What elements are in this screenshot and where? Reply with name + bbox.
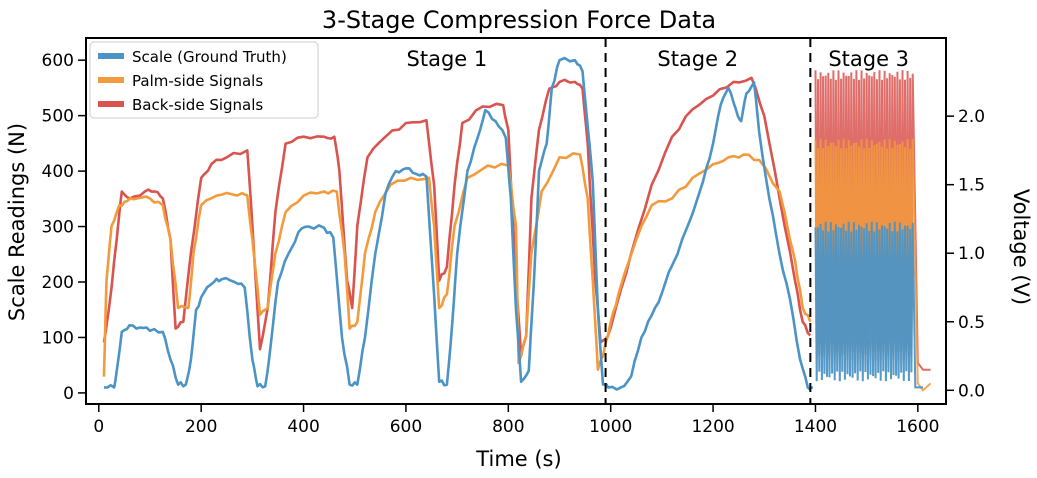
legend: Scale (Ground Truth) Palm-side Signals B… bbox=[89, 41, 319, 119]
y-tick-label: 100 bbox=[42, 328, 74, 348]
y-tick-label: 500 bbox=[42, 107, 74, 127]
x-tick-label: 400 bbox=[287, 417, 319, 437]
legend-box bbox=[89, 41, 319, 119]
x-tick-label: 800 bbox=[492, 417, 524, 437]
legend-label-scale: Scale (Ground Truth) bbox=[132, 48, 287, 66]
x-tick-label: 0 bbox=[93, 417, 104, 437]
plot-area bbox=[102, 56, 932, 392]
x-axis-label: Time (s) bbox=[475, 447, 561, 471]
x-tick-label: 600 bbox=[390, 417, 422, 437]
y2-tick-label: 0.0 bbox=[958, 381, 985, 401]
y2-tick-label: 2.0 bbox=[958, 107, 985, 127]
y2-axis-label: Voltage (V) bbox=[1009, 189, 1033, 305]
series-stage3-line-0 bbox=[814, 221, 923, 389]
y-axis-label: Scale Readings (N) bbox=[5, 123, 29, 321]
chart-title: 3-Stage Compression Force Data bbox=[322, 6, 716, 34]
series-line-0 bbox=[103, 56, 814, 391]
y-tick-label: 600 bbox=[42, 51, 74, 71]
y2-tick-label: 1.5 bbox=[958, 176, 985, 196]
y2-tick-label: 1.0 bbox=[958, 244, 985, 264]
y-tick-label: 200 bbox=[42, 273, 74, 293]
stage-label-2: Stage 2 bbox=[657, 47, 738, 71]
series-line-1 bbox=[102, 152, 812, 377]
plot-frame bbox=[85, 37, 947, 405]
x-tick-label: 1000 bbox=[589, 417, 632, 437]
stage-dividers bbox=[604, 38, 812, 404]
y-tick-label: 300 bbox=[42, 218, 74, 238]
x-tick-label: 1600 bbox=[896, 417, 939, 437]
stage-label-1: Stage 1 bbox=[407, 47, 488, 71]
y2-tick-label: 0.5 bbox=[958, 313, 985, 333]
stage-label-3: Stage 3 bbox=[828, 47, 909, 71]
y-tick-label: 0 bbox=[63, 384, 74, 404]
stage-labels: Stage 1 Stage 2 Stage 3 bbox=[407, 47, 910, 71]
y-tick-label: 400 bbox=[42, 162, 74, 182]
x-tick-label: 1200 bbox=[691, 417, 734, 437]
legend-label-palm: Palm-side Signals bbox=[132, 72, 263, 90]
x-tick-label: 200 bbox=[185, 417, 217, 437]
axis-ticks: 0 200 400 600 800 1000 1200 1400 1600 0 100 200 300 4… bbox=[42, 51, 986, 437]
x-tick-label: 1400 bbox=[794, 417, 837, 437]
legend-label-back: Back-side Signals bbox=[132, 96, 263, 114]
